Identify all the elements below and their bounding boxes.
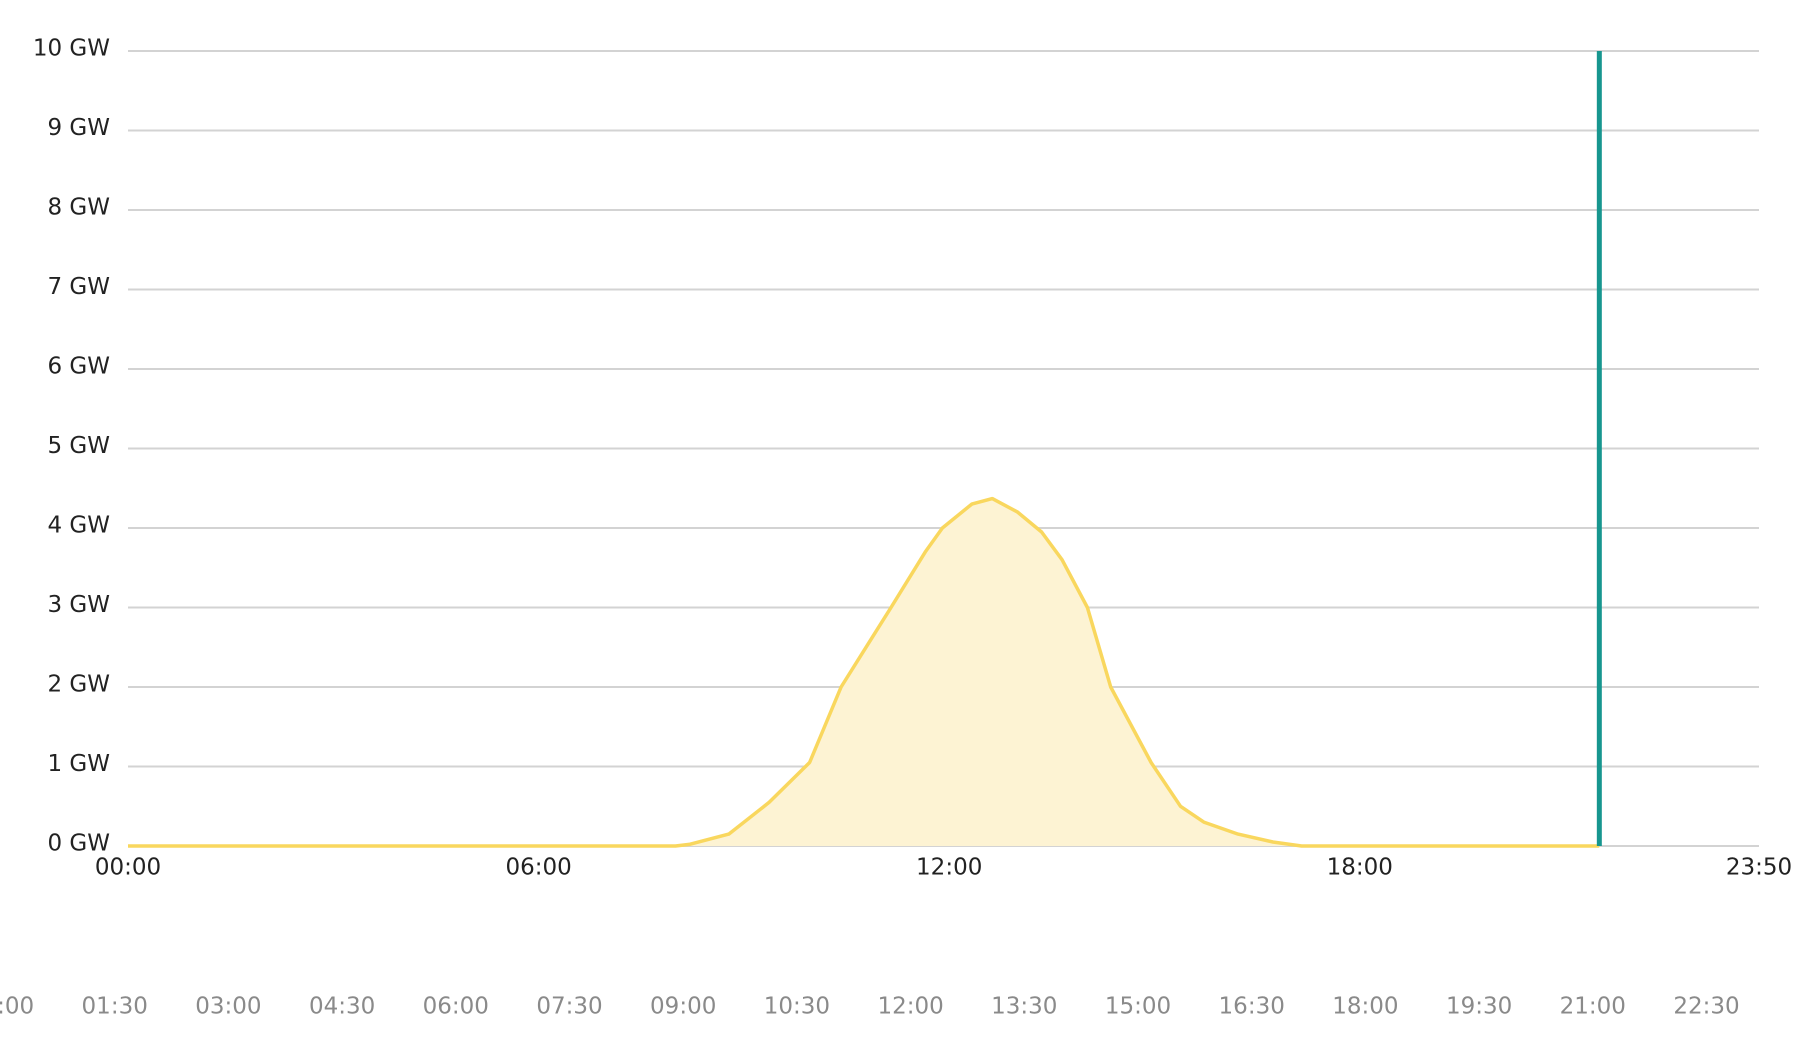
navigator-label: 10:30 (764, 994, 830, 1020)
x-tick-label: 23:50 (1726, 855, 1792, 881)
y-tick-label: 4 GW (47, 513, 110, 539)
navigator-label: 13:30 (991, 994, 1057, 1020)
navigator-label: 06:00 (423, 994, 489, 1020)
y-tick-label: 7 GW (47, 274, 110, 300)
navigator-label: 22:30 (1673, 994, 1739, 1020)
navigator-label: 15:00 (1105, 994, 1171, 1020)
y-tick-label: 10 GW (33, 36, 110, 62)
y-tick-label: 9 GW (47, 115, 110, 141)
navigator-label: 21:00 (1560, 994, 1626, 1020)
navigator-label: 12:00 (877, 994, 943, 1020)
y-tick-label: 0 GW (47, 831, 110, 857)
navigator-label: 19:30 (1446, 994, 1512, 1020)
navigator-label: 16:30 (1219, 994, 1285, 1020)
x-tick-label: 18:00 (1327, 855, 1393, 881)
y-tick-label: 8 GW (47, 195, 110, 221)
y-tick-label: 3 GW (47, 592, 110, 618)
navigator-label: 18:00 (1332, 994, 1398, 1020)
y-tick-label: 5 GW (47, 433, 110, 459)
navigator-label: 04:30 (309, 994, 375, 1020)
x-tick-label: 12:00 (916, 855, 982, 881)
area-fill (128, 498, 1600, 846)
area-line (128, 496, 1600, 848)
navigator-label: 00:00 (0, 994, 34, 1020)
x-tick-label: 00:00 (95, 855, 161, 881)
y-tick-label: 2 GW (47, 672, 110, 698)
y-tick-label: 1 GW (47, 751, 110, 777)
navigator-label: 03:00 (195, 994, 261, 1020)
navigator-label: 07:30 (536, 994, 602, 1020)
x-tick-label: 06:00 (505, 855, 571, 881)
navigator-label: 09:00 (650, 994, 716, 1020)
navigator-label: 01:30 (82, 994, 148, 1020)
y-tick-label: 6 GW (47, 354, 110, 380)
